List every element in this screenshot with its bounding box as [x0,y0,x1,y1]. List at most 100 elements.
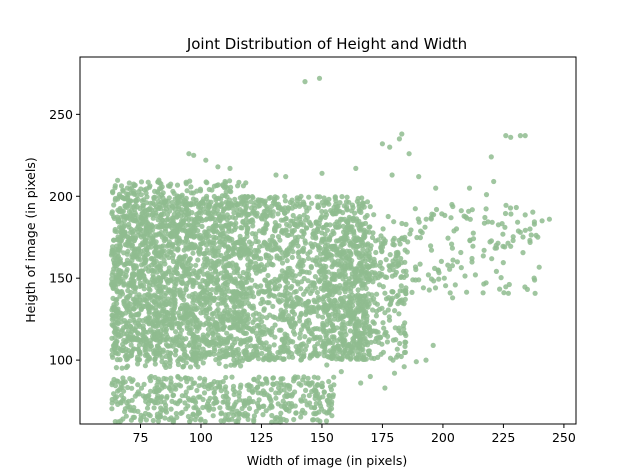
data-point [186,293,192,299]
data-point [117,243,123,249]
data-point [423,216,429,222]
data-point [252,210,258,216]
x-tick-label: 175 [371,430,395,445]
data-point [216,351,222,357]
data-point [315,375,321,381]
data-point [267,280,273,286]
data-point [310,234,316,240]
data-point [135,246,142,252]
data-point [146,314,152,320]
data-point [320,320,326,326]
data-point [163,360,169,366]
data-point [211,223,217,229]
data-point [143,186,150,192]
data-point [232,196,238,202]
data-point [165,199,171,205]
data-point [282,193,288,199]
data-point [385,213,391,220]
data-point [140,297,146,303]
data-point [120,397,126,403]
data-point [334,325,340,331]
data-point [178,273,184,279]
data-point [261,307,267,313]
data-point [122,409,128,415]
data-point [222,178,228,185]
data-point [229,236,235,242]
data-point [219,231,225,237]
data-point [487,239,493,245]
data-point [145,393,151,399]
data-point [246,395,252,401]
data-point [373,313,379,319]
data-point [309,200,315,206]
data-point [278,382,284,388]
data-point [213,289,219,295]
data-point [110,269,116,275]
data-point [165,334,171,340]
data-point [383,329,389,335]
data-point [313,392,319,398]
data-point [403,268,409,274]
data-point [173,334,180,340]
data-point [177,255,183,261]
data-point [124,195,130,201]
data-point [297,331,303,337]
data-point [211,205,217,212]
data-point [407,231,413,237]
data-point [283,417,289,424]
data-point [267,210,273,216]
data-point [295,250,301,256]
data-point [323,274,329,280]
data-point [312,326,318,332]
data-point [190,412,196,418]
data-point [291,278,297,284]
data-point [414,234,420,241]
data-point [294,198,300,204]
data-point [261,391,267,398]
data-point [435,267,441,273]
data-point [289,197,295,203]
data-point [531,275,537,281]
data-point [197,281,203,287]
data-point [122,318,128,324]
data-point [285,248,291,254]
data-point [187,418,193,425]
data-point [216,355,222,361]
data-point [343,199,350,205]
data-point [132,319,138,325]
data-point [222,280,228,287]
data-point [308,304,314,310]
data-point [210,316,216,322]
data-point [384,274,390,280]
data-point [470,230,476,236]
data-point [272,293,278,299]
data-point [185,403,191,409]
data-point [396,136,402,142]
data-point [213,268,219,275]
data-point [403,221,409,227]
data-point [147,388,154,394]
data-point [513,204,519,211]
data-point [180,320,186,326]
data-point [331,243,337,250]
data-point [256,291,262,297]
data-point [184,325,190,331]
data-point [260,288,266,294]
x-tick-label: 100 [189,430,213,445]
data-point [341,294,348,300]
data-point [326,339,332,345]
data-point [308,353,314,359]
data-point [416,174,422,180]
data-point [305,375,311,381]
data-point [183,306,189,312]
data-point [213,278,219,284]
data-point [510,234,516,240]
data-point [442,212,448,218]
data-point [224,217,230,223]
data-point [216,360,222,367]
data-point [151,202,157,208]
data-point [186,217,192,223]
data-point [274,195,280,201]
data-point [350,299,356,305]
